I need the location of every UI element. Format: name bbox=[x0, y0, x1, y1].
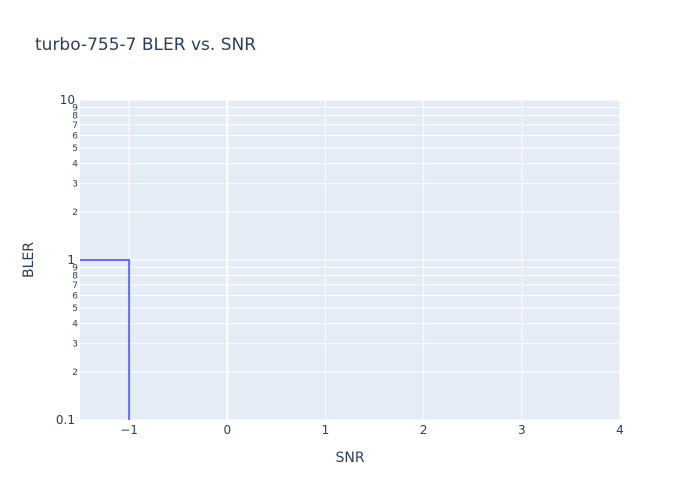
y-major-tick-label: 0.1 bbox=[56, 413, 75, 427]
x-axis-ticks: −1 0 1 2 3 4 bbox=[120, 423, 624, 437]
x-tick-label: −1 bbox=[120, 423, 138, 437]
y-minor-tick-label: 7 bbox=[72, 121, 78, 131]
y-major-tick-label: 1 bbox=[67, 253, 75, 267]
y-minor-tick-label: 2 bbox=[72, 208, 78, 218]
y-minor-tick-label: 6 bbox=[72, 291, 78, 301]
y-minor-tick-label: 6 bbox=[72, 131, 78, 141]
series-layer bbox=[80, 259, 131, 420]
y-minor-tick-label: 5 bbox=[72, 144, 78, 154]
x-tick-label: 0 bbox=[223, 423, 231, 437]
y-minor-tick-label: 5 bbox=[72, 304, 78, 314]
y-minor-tick-label: 9 bbox=[72, 263, 78, 273]
y-minor-tick-label: 2 bbox=[72, 368, 78, 378]
y-minor-tick-label: 4 bbox=[72, 160, 78, 170]
y-minor-tick-label: 8 bbox=[72, 112, 78, 122]
x-tick-label: 4 bbox=[616, 423, 624, 437]
y-minor-tick-label: 8 bbox=[72, 272, 78, 282]
x-axis-title: SNR bbox=[335, 450, 364, 466]
y-minor-tick-label: 3 bbox=[72, 340, 78, 350]
minor-gridlines bbox=[80, 106, 620, 373]
series-line bbox=[80, 259, 131, 420]
y-minor-tick-label: 7 bbox=[72, 281, 78, 291]
major-gridlines bbox=[80, 99, 621, 421]
y-minor-tick-label: 3 bbox=[72, 180, 78, 190]
y-minor-tick-label: 9 bbox=[72, 103, 78, 113]
y-minor-tick-label: 4 bbox=[72, 320, 78, 330]
x-tick-label: 2 bbox=[420, 423, 428, 437]
chart-title: turbo-755-7 BLER vs. SNR bbox=[35, 35, 256, 55]
y-axis-title: BLER bbox=[21, 242, 37, 278]
y-major-tick-label: 10 bbox=[60, 93, 75, 107]
x-tick-label: 3 bbox=[518, 423, 526, 437]
x-tick-label: 1 bbox=[322, 423, 330, 437]
